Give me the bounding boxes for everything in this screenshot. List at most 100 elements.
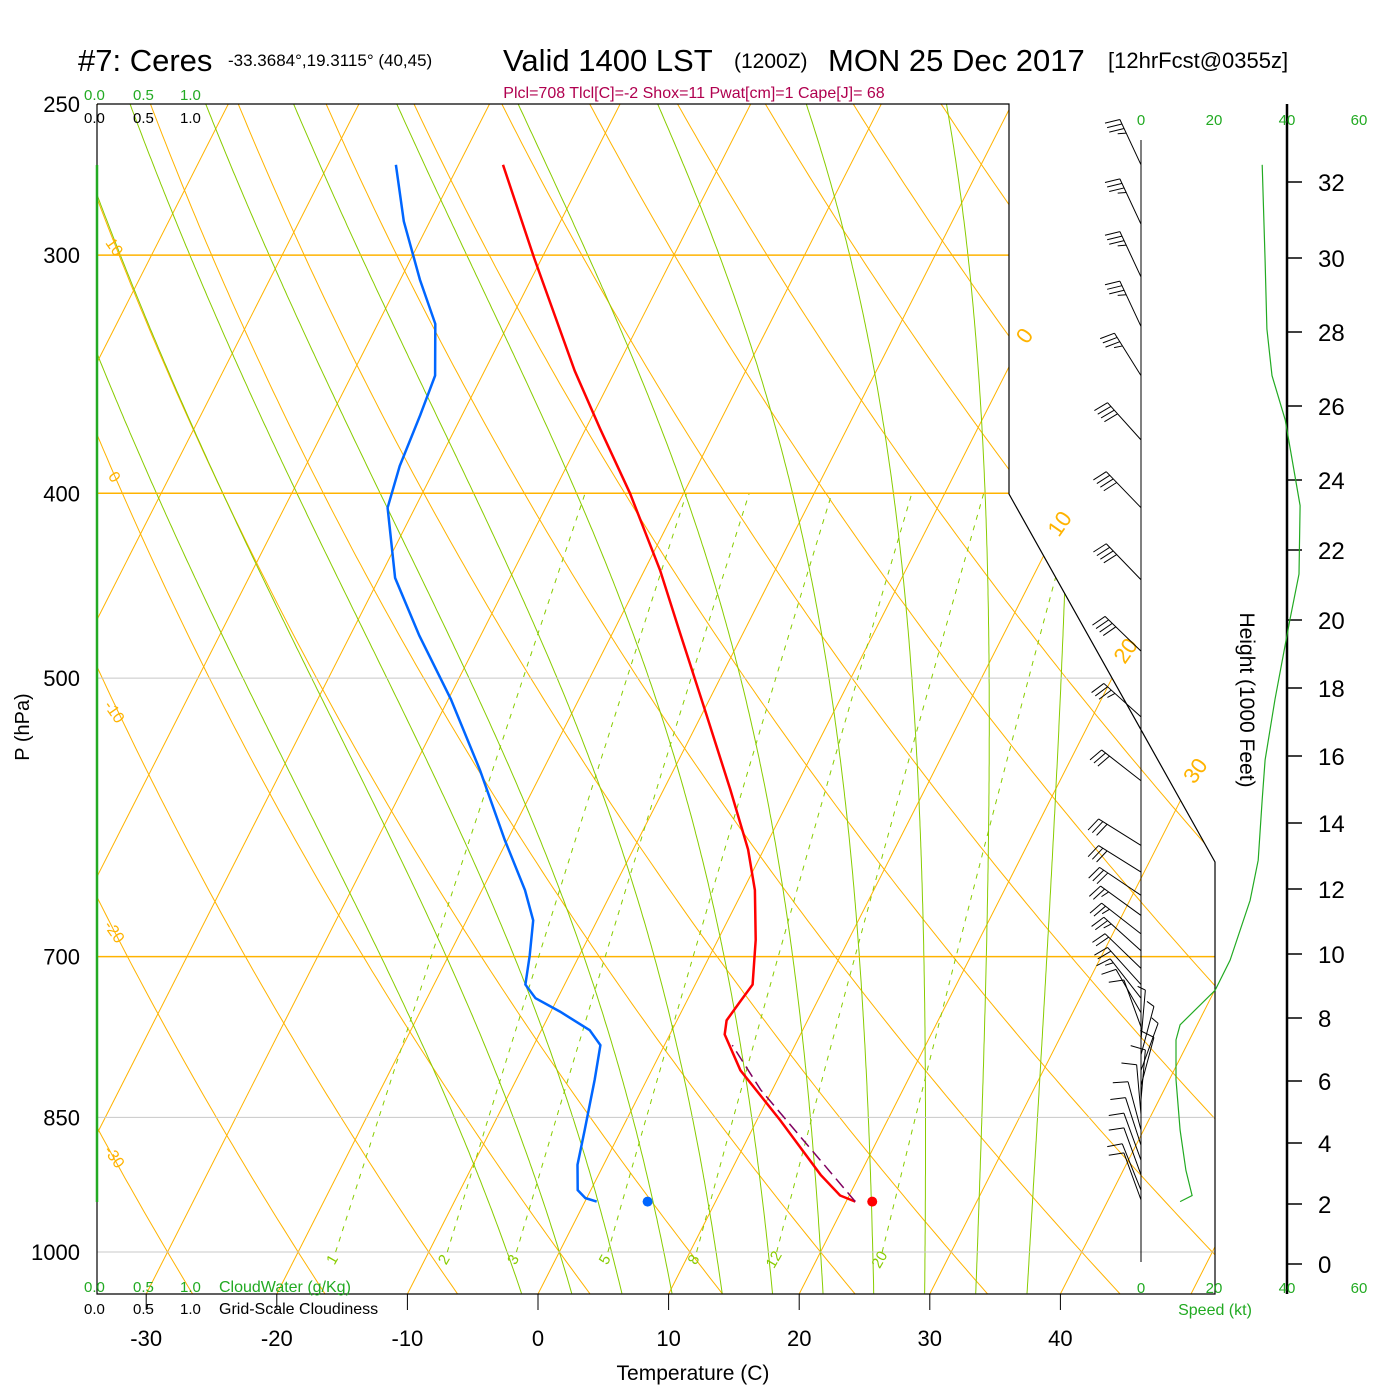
wind-barb xyxy=(1092,616,1142,652)
wind-barb-feather xyxy=(1102,626,1117,636)
pressure-tick-label: 250 xyxy=(43,92,80,117)
height-tick-label: 24 xyxy=(1318,468,1345,495)
wind-barb-shaft xyxy=(1119,178,1142,225)
height-tick-label: 2 xyxy=(1318,1192,1331,1219)
wind-barb-feather xyxy=(1088,866,1100,879)
wind-barb-feather xyxy=(1089,902,1102,914)
height-tick-label: 26 xyxy=(1318,394,1345,421)
wind-barb-shaft xyxy=(1123,979,1142,1028)
wind-barb-shaft xyxy=(1119,280,1142,327)
speed-tick-bottom-0: 0 xyxy=(1137,1280,1145,1297)
temperature-tick-label: 40 xyxy=(1048,1326,1072,1351)
cloudwater-tick-bottom-2: 1.0 xyxy=(180,1279,201,1296)
isotherm-line xyxy=(97,104,494,1294)
wind-barb-feather xyxy=(1104,118,1120,124)
moist-adiabat-line xyxy=(395,104,773,1294)
wind-barb-feather xyxy=(1107,693,1116,698)
wind-barb-shaft xyxy=(1121,1143,1142,1191)
wind-barb-feather xyxy=(1092,616,1106,626)
height-tick-label: 28 xyxy=(1318,320,1345,347)
wind-barb xyxy=(1137,985,1146,1040)
wind-barb-feather xyxy=(1117,191,1127,194)
wind-barb xyxy=(1100,332,1142,376)
wind-barb-feather xyxy=(1091,916,1105,927)
wind-barb-feather xyxy=(1107,182,1123,188)
mixing-ratio-label: 20 xyxy=(868,1248,891,1271)
pressure-tick-label: 300 xyxy=(43,243,80,268)
dry-adiabat-line xyxy=(851,104,1215,1294)
pressure-tick-label: 850 xyxy=(43,1105,80,1130)
height-tick-label: 18 xyxy=(1318,676,1345,703)
mixing-ratio-line xyxy=(881,494,1079,1253)
mixing-ratio-lines xyxy=(335,494,1079,1253)
dry-adiabat-line xyxy=(324,104,1121,1294)
wind-barb-feather xyxy=(1097,406,1112,415)
speed-tick-top-3: 60 xyxy=(1351,112,1368,129)
cloudwater-tick-top-0: 0.0 xyxy=(84,87,105,104)
wind-barb-shaft xyxy=(1104,616,1142,652)
wind-barb-feather xyxy=(1094,946,1108,956)
wind-barb-feather xyxy=(1105,341,1120,348)
moist-adiabat-line xyxy=(516,104,824,1294)
wind-barb-shaft xyxy=(1140,1049,1146,1100)
x-axis-title: Temperature (C) xyxy=(617,1362,770,1385)
pressure-tick-label: 700 xyxy=(43,945,80,970)
wind-barb-feather xyxy=(1110,1097,1126,1100)
dry-adiabat-label: 10 xyxy=(102,235,126,259)
height-tick-label: 20 xyxy=(1318,608,1345,635)
mixing-ratio-line xyxy=(515,494,750,1253)
wind-barb xyxy=(1107,1143,1142,1191)
wind-barb-feather xyxy=(1109,128,1125,133)
wind-speed-profile xyxy=(1175,164,1301,1203)
wind-barb-shaft xyxy=(1107,402,1142,441)
station-title: #7: Ceres xyxy=(78,43,212,78)
wind-barb xyxy=(1088,866,1142,896)
pressure-tick-label: 1000 xyxy=(31,1240,80,1265)
wind-barb xyxy=(1140,1001,1155,1055)
valid-time: Valid 1400 LST xyxy=(503,43,713,78)
wind-barb-shaft xyxy=(1119,231,1142,278)
wind-barb xyxy=(1087,845,1142,873)
wind-barb-shaft xyxy=(1136,1064,1142,1115)
wind-barb-shaft xyxy=(1103,916,1142,952)
wind-barb-shaft xyxy=(1140,1006,1155,1055)
dry-adiabat-line xyxy=(587,104,1215,1294)
wind-barb xyxy=(1089,749,1142,782)
isotherm-line xyxy=(97,104,233,1294)
cloudiness-tick-bottom-2: 1.0 xyxy=(180,1301,201,1318)
speed-axis-label: Speed (kt) xyxy=(1178,1302,1252,1319)
height-tick-label: 4 xyxy=(1318,1131,1331,1158)
forecast-info: [12hrFcst@0355z] xyxy=(1108,48,1288,73)
wind-barb-feather xyxy=(1108,979,1124,983)
wind-barb-feather xyxy=(1092,933,1106,943)
wind-barb-feather xyxy=(1104,231,1120,236)
wind-barb-feather xyxy=(1087,845,1099,858)
wind-barb xyxy=(1108,1112,1142,1161)
wind-barb-shaft xyxy=(1100,885,1142,916)
cloudiness-label: Grid-Scale Cloudiness xyxy=(219,1301,378,1318)
wind-barb xyxy=(1112,1081,1142,1131)
wind-barb-feather xyxy=(1100,332,1115,340)
wind-barb-feather xyxy=(1100,550,1114,560)
moist-adiabat-line xyxy=(97,104,573,1294)
temperature-tick-label: 20 xyxy=(787,1326,811,1351)
wind-barb-feather xyxy=(1087,818,1099,831)
pressure-tick-label: 400 xyxy=(43,481,80,506)
isotherm-line xyxy=(798,104,1215,1294)
temperature-tick-label: 0 xyxy=(532,1326,544,1351)
wind-barb-feather xyxy=(1089,749,1102,761)
cloudiness-tick-top-0: 0.0 xyxy=(84,110,105,127)
wind-barb-feather xyxy=(1091,847,1104,860)
height-tick-label: 22 xyxy=(1318,538,1345,565)
parcel-trace xyxy=(731,1044,856,1203)
wind-barb-feather xyxy=(1108,1152,1124,1156)
wind-barb-feather xyxy=(1094,686,1108,697)
wind-barb-feather xyxy=(1100,478,1114,488)
wind-barb-feather xyxy=(1101,968,1117,975)
wind-barb-feather xyxy=(1104,413,1118,423)
wind-barb xyxy=(1121,1062,1142,1115)
wind-barb-shaft xyxy=(1105,543,1142,581)
wind-barb-feather xyxy=(1108,1112,1124,1116)
wind-barb-shaft xyxy=(1099,866,1142,896)
